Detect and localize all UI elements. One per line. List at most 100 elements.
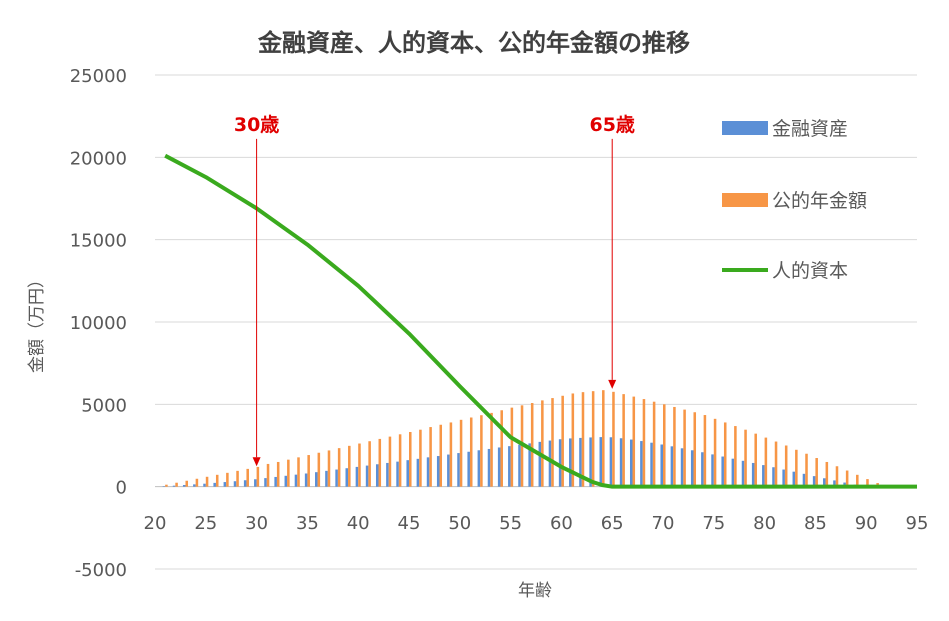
annotation-arrowhead xyxy=(252,457,261,467)
bar-public-pension xyxy=(683,409,686,487)
bar-public-pension xyxy=(215,474,219,487)
x-tick-label: 55 xyxy=(499,513,522,534)
line-layer xyxy=(164,153,917,489)
bar-financial-assets xyxy=(294,474,298,487)
bar-public-pension xyxy=(205,476,209,487)
bar-financial-assets xyxy=(325,470,328,487)
bar-public-pension xyxy=(764,437,768,487)
chart-title: 金融資産、人的資本、公的年金額の推移 xyxy=(257,29,690,57)
bar-financial-assets xyxy=(792,471,796,487)
bar-public-pension xyxy=(551,398,554,487)
y-tick-label: 15000 xyxy=(70,231,127,252)
bar-public-pension xyxy=(266,463,270,487)
annotation-arrowhead xyxy=(608,379,617,389)
bar-public-pension xyxy=(195,478,199,487)
legend-swatch xyxy=(722,193,768,207)
bar-financial-assets xyxy=(264,478,267,487)
annotation-label: 65歳 xyxy=(589,114,634,136)
bar-financial-assets xyxy=(416,458,420,487)
bar-financial-assets xyxy=(528,443,531,487)
bar-public-pension xyxy=(246,468,249,487)
line-human-capital xyxy=(164,153,917,489)
x-tick-label: 50 xyxy=(448,513,471,534)
bar-public-pension xyxy=(409,431,412,487)
bar-public-pension xyxy=(561,395,564,487)
bar-public-pension xyxy=(378,438,382,487)
bar-public-pension xyxy=(510,407,514,487)
bar-financial-assets xyxy=(406,460,409,487)
bar-financial-assets xyxy=(579,437,582,487)
bar-financial-assets xyxy=(487,448,491,487)
bar-public-pension xyxy=(256,466,260,487)
bar-public-pension xyxy=(795,449,798,487)
annotation-label: 30歳 xyxy=(234,114,279,136)
bar-public-pension xyxy=(449,422,453,487)
bar-public-pension xyxy=(815,458,818,487)
bar-public-pension xyxy=(419,429,422,487)
bar-financial-assets xyxy=(629,439,633,487)
bar-public-pension xyxy=(398,434,402,487)
bar-public-pension xyxy=(480,415,483,487)
x-tick-label: 30 xyxy=(245,513,268,534)
x-tick-label: 60 xyxy=(550,513,573,534)
bar-public-pension xyxy=(673,406,676,487)
bar-financial-assets xyxy=(477,450,481,487)
bar-financial-assets xyxy=(721,456,724,487)
bar-public-pension xyxy=(571,393,575,487)
x-tick-label: 20 xyxy=(144,513,167,534)
x-tick-label: 75 xyxy=(702,513,725,534)
x-tick-label: 45 xyxy=(398,513,421,534)
bar-public-pension xyxy=(642,399,646,487)
y-tick-label: 5000 xyxy=(81,395,127,416)
bar-financial-assets xyxy=(823,478,826,487)
bar-financial-assets xyxy=(203,483,206,487)
x-tick-label: 85 xyxy=(804,513,827,534)
bar-public-pension xyxy=(845,470,849,487)
y-tick-label: 0 xyxy=(116,478,127,499)
bar-financial-assets xyxy=(254,479,257,487)
bar-public-pension xyxy=(612,391,615,487)
bar-financial-assets xyxy=(467,451,470,487)
bar-financial-assets xyxy=(375,464,379,487)
bar-financial-assets xyxy=(569,438,572,487)
bar-public-pension xyxy=(693,412,697,487)
bar-financial-assets xyxy=(518,444,521,487)
bar-public-pension xyxy=(317,452,321,487)
bar-public-pension xyxy=(175,482,178,487)
bar-public-pension xyxy=(348,445,351,487)
bar-public-pension xyxy=(622,394,625,487)
x-tick-label: 70 xyxy=(652,513,675,534)
bar-public-pension xyxy=(652,401,656,487)
bar-public-pension xyxy=(754,433,757,487)
annotation-layer: 30歳 65歳 xyxy=(234,114,635,467)
bar-public-pension xyxy=(663,404,666,487)
bar-financial-assets xyxy=(599,437,603,487)
bar-public-pension xyxy=(185,480,189,487)
bar-financial-assets xyxy=(508,446,511,487)
bar-public-pension xyxy=(825,461,829,487)
bar-public-pension xyxy=(703,415,707,487)
bar-financial-assets xyxy=(426,457,430,487)
bar-public-pension xyxy=(165,484,168,487)
y-tick-label: 25000 xyxy=(70,66,127,87)
legend-swatch xyxy=(722,121,768,135)
bar-financial-assets xyxy=(843,482,846,487)
bar-financial-assets xyxy=(680,448,684,487)
bar-public-pension xyxy=(581,392,585,487)
bar-financial-assets xyxy=(670,446,674,487)
bar-financial-assets xyxy=(497,447,501,487)
bar-financial-assets xyxy=(223,482,227,487)
bar-public-pension xyxy=(713,418,717,487)
bar-public-pension xyxy=(774,441,778,487)
x-tick-label: 40 xyxy=(347,513,370,534)
x-tick-label: 35 xyxy=(296,513,319,534)
bar-public-pension xyxy=(490,412,493,487)
bar-public-pension xyxy=(805,453,808,487)
bar-financial-assets xyxy=(619,438,623,487)
bar-public-pension xyxy=(835,466,839,487)
bar-financial-assets xyxy=(355,466,359,487)
bar-financial-assets xyxy=(802,473,806,487)
